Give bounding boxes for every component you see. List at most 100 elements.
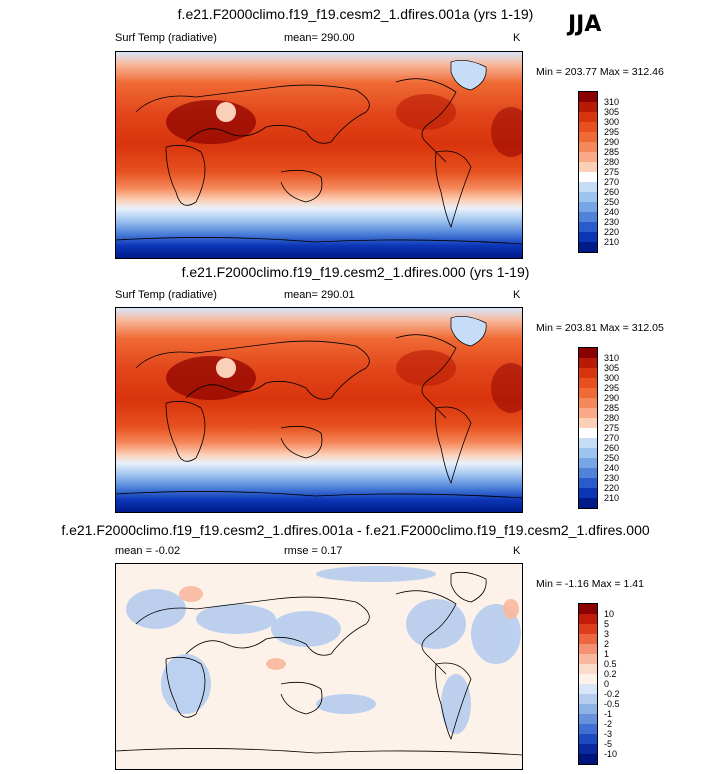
colorbar-tick-label: 5	[604, 618, 610, 629]
colorbar-segment	[579, 152, 597, 162]
colorbar-tick-label: -2	[604, 718, 613, 729]
colorbar-tick-label: 280	[604, 412, 620, 423]
panel-2-units: K	[513, 289, 521, 301]
colorbar-tick-label: -3	[604, 728, 613, 739]
colorbar-segment	[579, 744, 597, 754]
panel-3-minmax: Min = -1.16 Max = 1.41	[536, 578, 644, 590]
colorbar-tick-label: -0.2	[604, 688, 620, 699]
colorbar-segment	[579, 182, 597, 192]
colorbar-tick-label: 270	[604, 432, 620, 443]
colorbar-segment	[579, 348, 597, 358]
colorbar-segment	[579, 388, 597, 398]
colorbar-tick-label: 260	[604, 442, 620, 453]
colorbar-tick-label: 240	[604, 206, 620, 217]
panel-2-minmax: Min = 203.81 Max = 312.05	[536, 322, 664, 334]
colorbar-segment	[579, 438, 597, 448]
colorbar-segment	[579, 604, 597, 614]
colorbar-tick-label: 275	[604, 166, 620, 177]
colorbar-tick-label: 240	[604, 462, 620, 473]
colorbar-segment	[579, 418, 597, 428]
panel-3-map	[115, 563, 523, 770]
colorbar-segment	[579, 488, 597, 498]
colorbar-segment	[579, 358, 597, 368]
colorbar-segment	[579, 242, 597, 252]
colorbar-segment	[579, 634, 597, 644]
colorbar-segment	[579, 222, 597, 232]
colorbar-tick-label: -10	[604, 748, 618, 759]
panel-2-map	[115, 307, 523, 513]
colorbar-segment	[579, 644, 597, 654]
panel-3-colorbar	[578, 603, 598, 765]
colorbar-segment	[579, 112, 597, 122]
colorbar-segment	[579, 614, 597, 624]
colorbar-tick-label: 305	[604, 106, 620, 117]
panel-3-map-svg	[116, 564, 522, 769]
colorbar-segment	[579, 664, 597, 674]
colorbar-tick-label: -0.5	[604, 698, 620, 709]
colorbar-segment	[579, 92, 597, 102]
colorbar-tick-label: -1	[604, 708, 613, 719]
panel-2-mean: mean= 290.01	[284, 289, 355, 301]
colorbar-segment	[579, 704, 597, 714]
colorbar-segment	[579, 408, 597, 418]
colorbar-tick-label: 275	[604, 422, 620, 433]
panel-1-mean: mean= 290.00	[284, 32, 355, 44]
colorbar-segment	[579, 212, 597, 222]
colorbar-tick-label: 300	[604, 116, 620, 127]
colorbar-segment	[579, 684, 597, 694]
colorbar-segment	[579, 448, 597, 458]
colorbar-segment	[579, 734, 597, 744]
panel-2-title: f.e21.F2000climo.f19_f19.cesm2_1.dfires.…	[181, 264, 530, 280]
panel-1-minmax: Min = 203.77 Max = 312.46	[536, 66, 664, 78]
colorbar-segment	[579, 142, 597, 152]
colorbar-segment	[579, 498, 597, 508]
colorbar-tick-label: 230	[604, 216, 620, 227]
colorbar-segment	[579, 172, 597, 182]
colorbar-segment	[579, 132, 597, 142]
colorbar-segment	[579, 724, 597, 734]
colorbar-segment	[579, 428, 597, 438]
panel-3-mean: mean = -0.02	[115, 545, 181, 557]
colorbar-tick-label: 300	[604, 372, 620, 383]
colorbar-segment	[579, 754, 597, 764]
colorbar-segment	[579, 122, 597, 132]
colorbar-segment	[579, 192, 597, 202]
colorbar-segment	[579, 654, 597, 664]
colorbar-tick-label: 285	[604, 146, 620, 157]
colorbar-tick-label: 250	[604, 196, 620, 207]
colorbar-segment	[579, 162, 597, 172]
colorbar-segment	[579, 232, 597, 242]
panel-2-map-svg	[116, 308, 522, 512]
colorbar-segment	[579, 368, 597, 378]
colorbar-tick-label: 295	[604, 126, 620, 137]
panel-1-variable: Surf Temp (radiative)	[115, 32, 217, 44]
panel-3-title: f.e21.F2000climo.f19_f19.cesm2_1.dfires.…	[61, 522, 650, 538]
colorbar-segment	[579, 674, 597, 684]
colorbar-tick-label: 220	[604, 226, 620, 237]
colorbar-tick-label: 290	[604, 136, 620, 147]
panel-1-colorbar	[578, 91, 598, 253]
colorbar-segment	[579, 102, 597, 112]
colorbar-segment	[579, 202, 597, 212]
colorbar-tick-label: 210	[604, 236, 620, 247]
panel-1-map	[115, 51, 523, 259]
colorbar-tick-label: -5	[604, 738, 613, 749]
colorbar-tick-label: 305	[604, 362, 620, 373]
colorbar-segment	[579, 714, 597, 724]
colorbar-tick-label: 250	[604, 452, 620, 463]
colorbar-tick-label: 1	[604, 648, 610, 659]
colorbar-tick-label: 3	[604, 628, 610, 639]
colorbar-segment	[579, 694, 597, 704]
colorbar-tick-label: 270	[604, 176, 620, 187]
panel-3-rmse: rmse = 0.17	[284, 545, 343, 557]
colorbar-tick-label: 310	[604, 352, 620, 363]
colorbar-tick-label: 280	[604, 156, 620, 167]
colorbar-tick-label: 290	[604, 392, 620, 403]
panel-1-units: K	[513, 32, 521, 44]
colorbar-tick-label: 0	[604, 678, 610, 689]
panel-2-colorbar	[578, 347, 598, 509]
colorbar-segment	[579, 468, 597, 478]
colorbar-tick-label: 0.2	[604, 668, 617, 679]
colorbar-tick-label: 310	[604, 96, 620, 107]
colorbar-segment	[579, 378, 597, 388]
